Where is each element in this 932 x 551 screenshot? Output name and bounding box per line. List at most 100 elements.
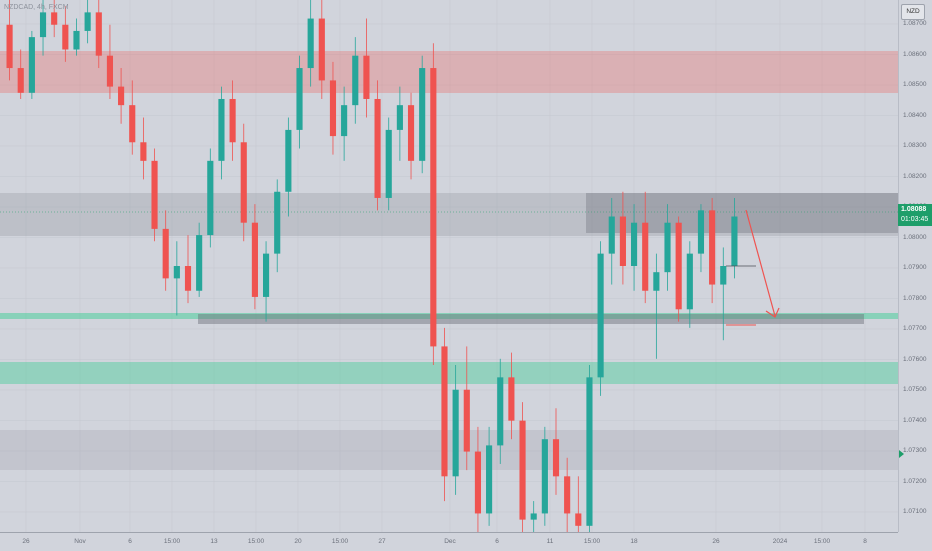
time-tick-label: Dec: [444, 538, 456, 545]
candle-body: [162, 228, 169, 279]
time-tick-label: 15:00: [583, 538, 601, 545]
candle-body: [452, 389, 459, 477]
candle-body: [173, 266, 180, 279]
candle-body: [430, 68, 437, 347]
candle-body: [463, 389, 470, 452]
candle-body: [73, 30, 80, 50]
candle-body: [653, 272, 660, 291]
candle-body: [619, 216, 626, 266]
gray-support-band: [198, 314, 864, 324]
candle-body: [586, 377, 593, 526]
candle-body: [709, 210, 716, 285]
price-tick-label: 1.07200: [903, 477, 927, 485]
candle-body: [274, 191, 281, 254]
candle-body: [262, 253, 270, 297]
candle-body: [196, 235, 203, 291]
candle-body: [720, 266, 727, 285]
candle-body: [597, 253, 604, 378]
candle-body: [474, 451, 482, 514]
price-tick-label: 1.08000: [903, 233, 927, 241]
price-tick-label: 1.07900: [903, 264, 927, 271]
candle-body: [419, 68, 426, 161]
candle-body: [664, 222, 671, 273]
candle-body: [285, 129, 292, 192]
candle-body: [552, 439, 560, 477]
bar-countdown: 01:03:45: [901, 216, 929, 223]
candle-body: [385, 129, 392, 198]
candle-body: [352, 55, 359, 106]
currency-badge[interactable]: NZD: [901, 4, 925, 20]
candle-body: [240, 142, 247, 223]
candle-body: [363, 55, 370, 99]
candle-body: [519, 420, 526, 520]
time-tick-label: 20: [294, 538, 302, 545]
time-tick-label: 26: [22, 538, 30, 545]
candle-body: [6, 24, 13, 69]
candle-body: [62, 24, 69, 50]
candle-body: [229, 98, 236, 143]
candle-body: [341, 105, 348, 137]
price-tick-label: 1.07400: [903, 416, 927, 424]
price-tick-label: 1.07600: [903, 355, 927, 363]
candle-body: [541, 439, 548, 514]
price-tick-label: 1.07100: [903, 508, 927, 515]
candle-body: [407, 105, 415, 161]
price-tick-label: 1.08600: [903, 50, 927, 58]
candle-body: [184, 266, 192, 291]
candle-body: [686, 253, 693, 310]
candle-body: [530, 513, 537, 520]
red-resistance-zone: [0, 51, 898, 93]
symbol-label: NZDCAD, 4h, FXCM: [4, 4, 69, 11]
time-tick-label: 6: [128, 538, 132, 545]
chart-canvas[interactable]: NZDCAD, 4h, FXCM: [0, 0, 898, 532]
candle-body: [95, 12, 102, 56]
price-tick-label: 1.07500: [903, 386, 927, 393]
candle-body: [28, 37, 35, 93]
price-tick-label: 1.07700: [903, 325, 927, 332]
candle-body: [140, 142, 147, 161]
candle-body: [396, 105, 403, 130]
time-tick-label: Nov: [74, 538, 86, 545]
time-tick-label: 11: [546, 538, 554, 545]
price-axis[interactable]: 1.08700 1.08600 1.08500 1.08400 1.08300 1.082…: [898, 0, 932, 532]
candle-body: [731, 216, 738, 266]
candle-body: [307, 18, 314, 69]
dark-supply-zone-recent: [586, 193, 898, 233]
green-demand-zone: [0, 362, 898, 384]
price-tick-label: 1.08400: [903, 111, 927, 119]
candle-body: [118, 86, 125, 106]
last-price-tag: 1.08088 01:03:45: [898, 204, 932, 226]
candle-body: [39, 12, 47, 38]
candle-body: [575, 513, 582, 526]
time-tick-label: 15:00: [813, 538, 831, 545]
candle-body: [675, 222, 682, 310]
gray-supply-zone: [0, 193, 898, 236]
price-tick-label: 1.08700: [903, 20, 927, 27]
time-tick-label: 15:00: [247, 538, 265, 545]
candle-body: [51, 12, 58, 25]
candle-body: [329, 80, 337, 137]
candle-body: [642, 222, 649, 291]
candle-body: [251, 222, 258, 297]
time-tick-label: 15:00: [163, 538, 181, 545]
price-tick-label: 1.07800: [903, 294, 927, 302]
candle-body: [441, 346, 448, 477]
candle-body: [697, 210, 705, 254]
time-tick-label: 27: [378, 538, 386, 545]
chart-svg: [0, 0, 898, 532]
price-tick-label: 1.08500: [903, 81, 927, 88]
candle-body: [84, 12, 91, 31]
candle-body: [374, 98, 381, 198]
candles-group: [6, 0, 738, 532]
candle-body: [608, 216, 615, 254]
time-tick-label: 26: [712, 538, 720, 545]
time-axis[interactable]: 26 Nov 6 15:00 13 15:00 20 15:00 27 Dec 6 11 15:00 18…: [0, 532, 898, 551]
candle-body: [564, 476, 571, 514]
time-tick-label: 2024: [772, 538, 788, 545]
price-tick-label: 1.08200: [903, 172, 927, 180]
candle-body: [151, 160, 158, 229]
time-tick-label: 15:00: [331, 538, 349, 545]
time-tick-label: 18: [630, 538, 638, 545]
time-tick-label: 6: [495, 538, 499, 545]
scroll-to-realtime-icon[interactable]: [899, 450, 904, 458]
